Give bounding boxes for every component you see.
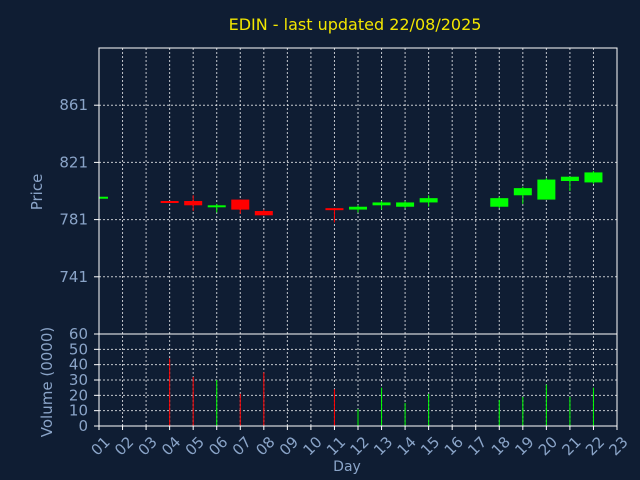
price-axis-ticks: 741 781 821 861 (59, 96, 99, 286)
candle-body (254, 211, 273, 216)
price-tick-label: 861 (59, 96, 88, 114)
candle-body (419, 198, 438, 203)
candle (231, 199, 250, 214)
volume-tick-label: 30 (69, 371, 88, 389)
candle (207, 203, 226, 213)
candle (372, 201, 391, 210)
volume-axis-label: Volume (0000) (38, 327, 56, 437)
candle (98, 196, 108, 199)
volume-tick-label: 20 (69, 386, 88, 404)
candle-body (349, 206, 367, 210)
volume-tick-label: 0 (78, 417, 88, 435)
grid-lines (99, 48, 617, 426)
candle (396, 201, 415, 209)
volume-tick-label: 50 (69, 340, 88, 358)
x-axis-label: Day (333, 459, 361, 475)
candle-body (396, 202, 415, 207)
candle (349, 205, 367, 213)
chart-title: EDIN - last updated 22/08/2025 (229, 15, 482, 34)
candle-body (372, 202, 391, 206)
candle-body (160, 201, 179, 204)
price-tick-label: 821 (59, 153, 88, 171)
candle-body (231, 199, 250, 210)
candle-body (184, 201, 203, 206)
candle (513, 186, 532, 204)
volume-bars (169, 358, 594, 426)
candle (254, 209, 273, 216)
volume-tick-label: 40 (69, 356, 88, 374)
candle (184, 195, 203, 212)
candle-body (490, 198, 509, 207)
candle (537, 178, 556, 200)
candle-body (584, 172, 603, 183)
candle (584, 170, 603, 184)
candle (160, 201, 179, 204)
candle (560, 176, 579, 191)
candle (490, 196, 509, 209)
candle-body (99, 196, 108, 199)
candle (325, 208, 344, 223)
candle-body (325, 208, 344, 211)
candle-body (560, 176, 579, 181)
candle-body (513, 188, 532, 196)
price-tick-label: 781 (59, 211, 88, 229)
candle-body (537, 179, 556, 200)
volume-tick-label: 60 (69, 325, 88, 343)
candle-body (207, 205, 226, 208)
candle (419, 195, 438, 207)
price-tick-label: 741 (59, 268, 88, 286)
price-axis-label: Price (28, 174, 46, 211)
volume-tick-label: 10 (69, 402, 88, 420)
